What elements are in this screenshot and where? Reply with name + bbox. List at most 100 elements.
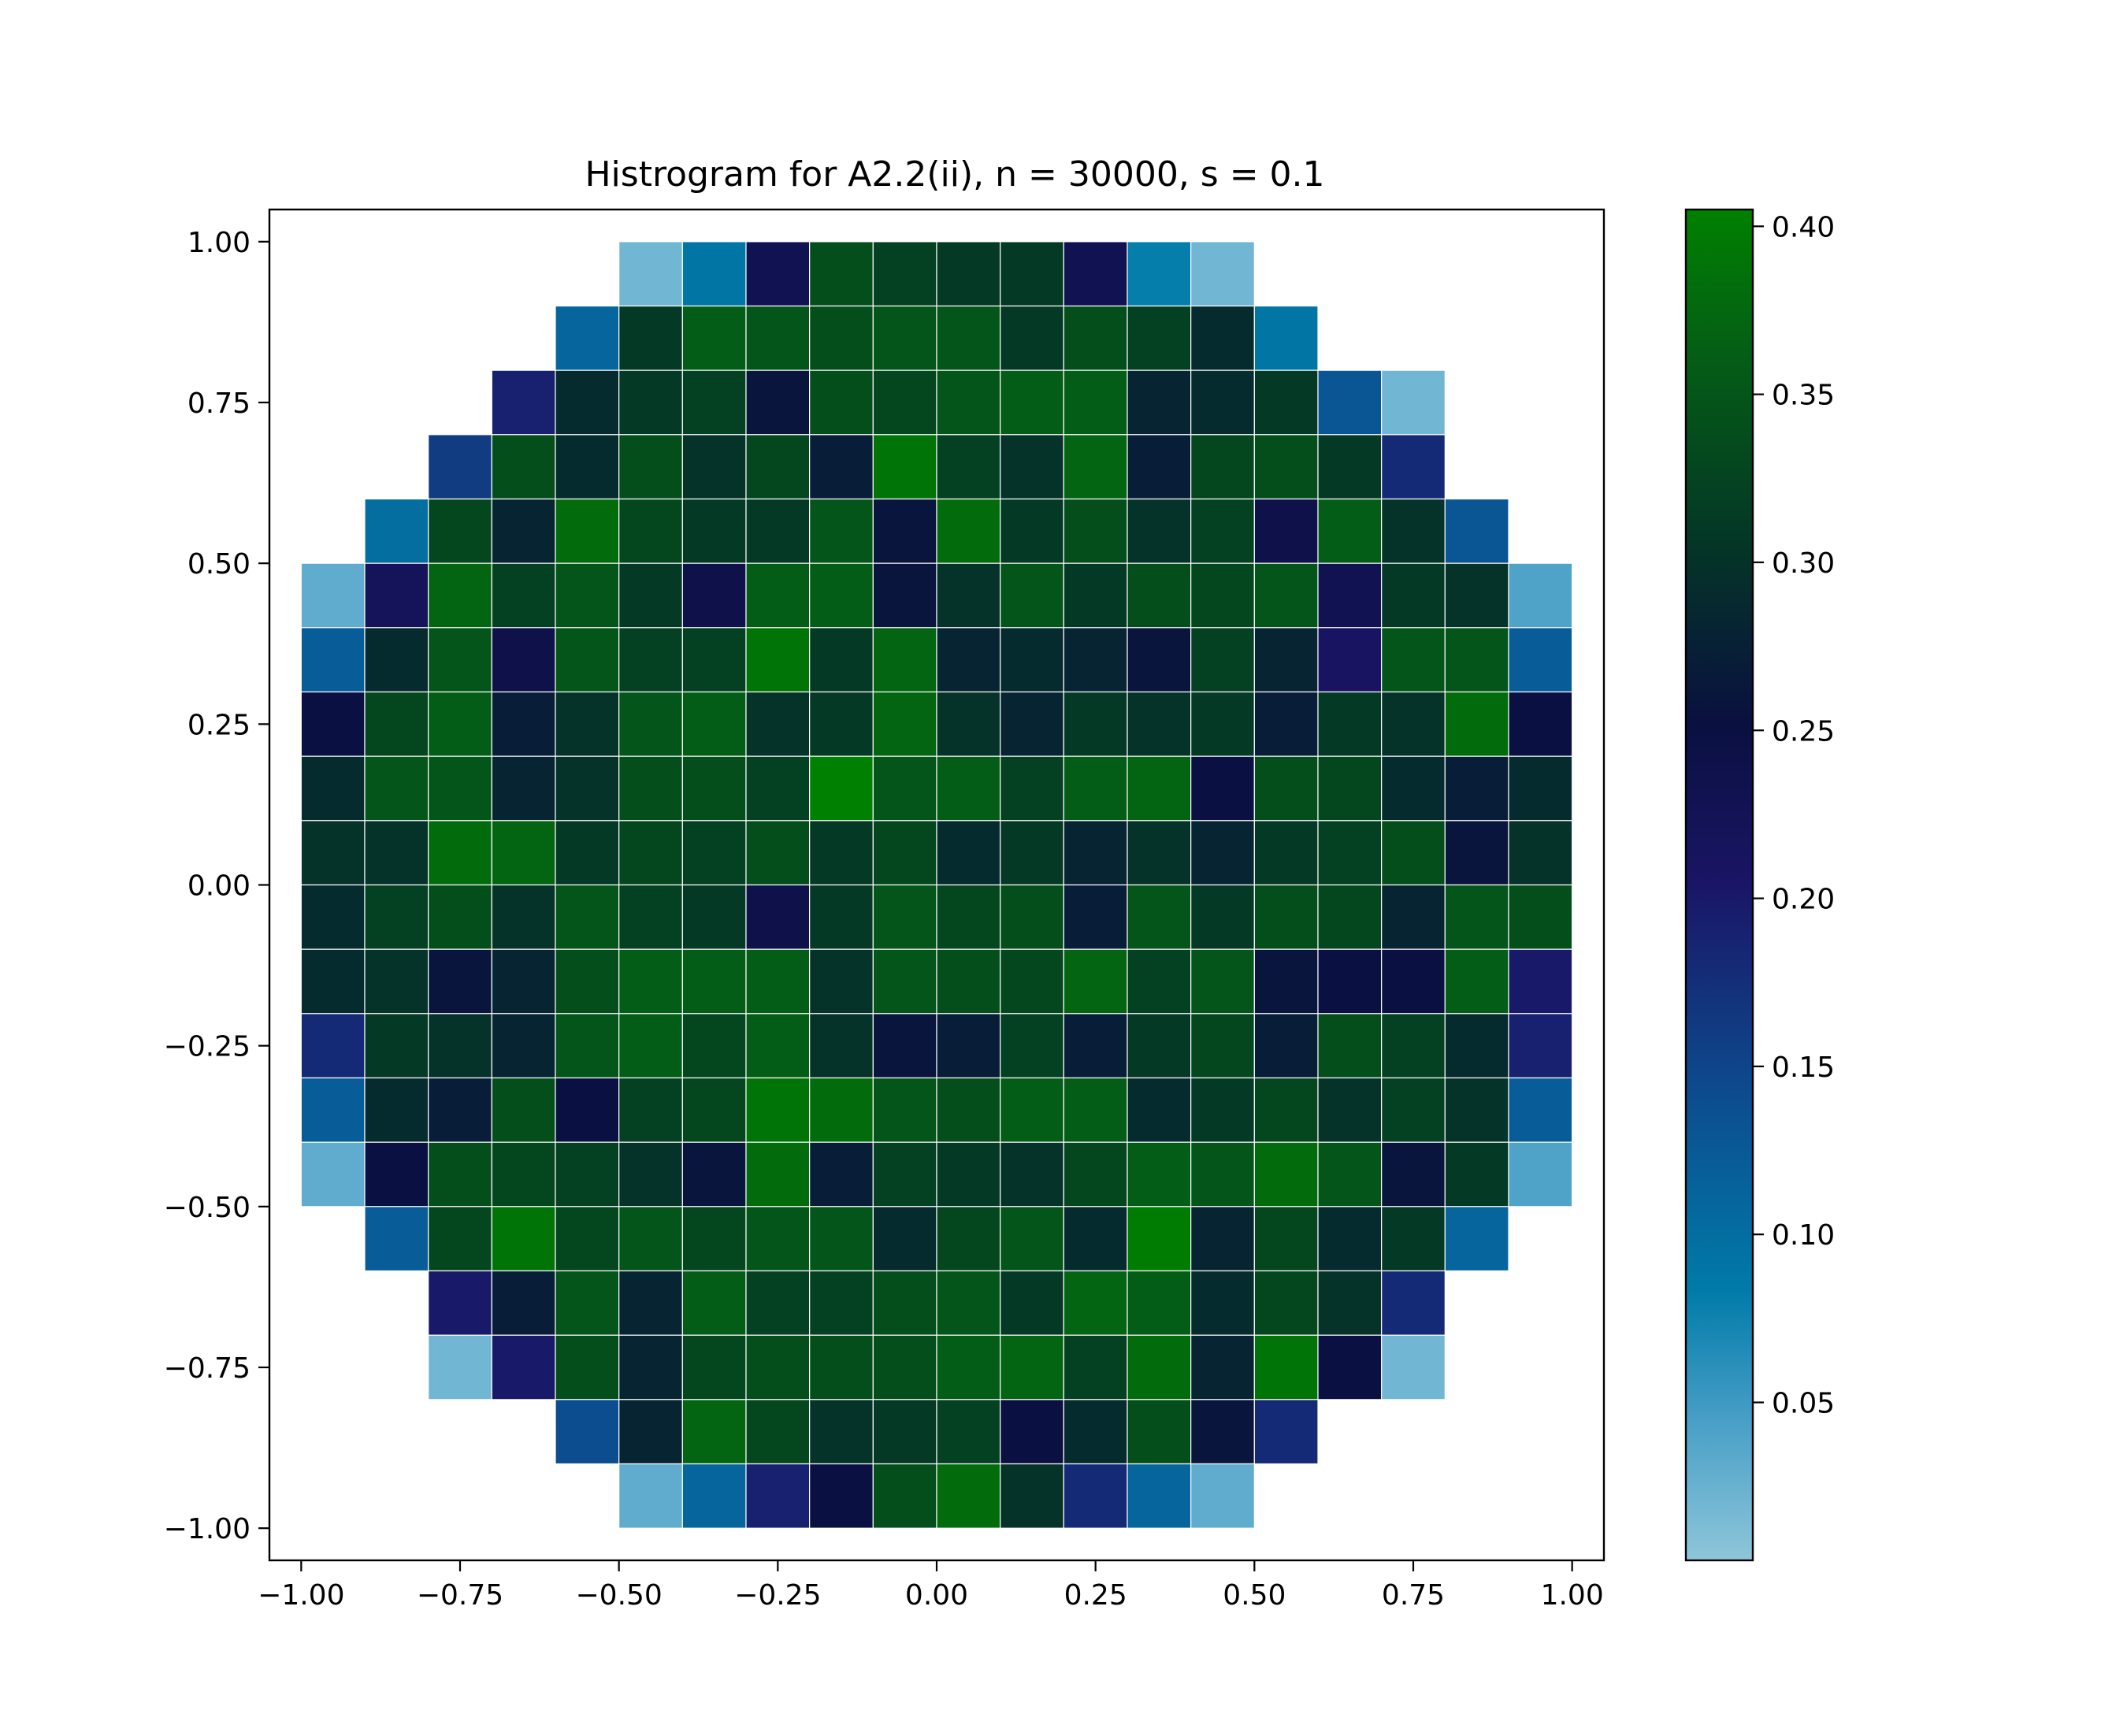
heatmap-cell — [618, 1270, 683, 1336]
heatmap-cell — [936, 1334, 1001, 1400]
heatmap-cell — [1444, 884, 1509, 950]
heatmap-cell — [1317, 948, 1383, 1015]
heatmap-cell — [491, 1013, 556, 1079]
heatmap-cell — [1381, 820, 1446, 886]
heatmap-cell — [364, 691, 429, 757]
heatmap-cell — [1317, 884, 1383, 950]
heatmap-cell — [300, 627, 366, 693]
heatmap-cell — [1253, 1399, 1319, 1465]
y-tick-label: 0.00 — [187, 870, 251, 903]
heatmap-cell — [1253, 1334, 1319, 1400]
x-tick-label: −1.00 — [258, 1579, 344, 1612]
heatmap-cell — [936, 755, 1001, 822]
heatmap-cell — [1253, 305, 1319, 371]
heatmap-cell — [618, 1141, 683, 1207]
heatmap-cell — [809, 948, 874, 1015]
heatmap-cell — [745, 820, 811, 886]
heatmap-cell — [1253, 434, 1319, 500]
heatmap-cell — [555, 1334, 620, 1400]
heatmap-cell — [809, 1270, 874, 1336]
heatmap-cell — [1381, 691, 1446, 757]
heatmap-cell — [1190, 1463, 1255, 1529]
colorbar-tick-label: 0.40 — [1772, 211, 1835, 243]
heatmap-cell — [1063, 691, 1128, 757]
heatmap-cell — [681, 498, 747, 564]
heatmap-cell — [681, 1399, 747, 1465]
heatmap-cell — [681, 948, 747, 1015]
heatmap-cell — [809, 627, 874, 693]
heatmap-cell — [1000, 1334, 1064, 1400]
heatmap-cell — [872, 305, 937, 371]
heatmap-cell — [1000, 884, 1064, 950]
heatmap-cell — [936, 562, 1001, 629]
heatmap-cell — [1127, 434, 1192, 500]
heatmap-cell — [809, 1463, 874, 1529]
heatmap-cell — [681, 305, 747, 371]
heatmap-cell — [1317, 498, 1383, 564]
heatmap-cell — [1317, 1141, 1383, 1207]
heatmap-cell — [681, 1270, 747, 1336]
heatmap-cell — [1000, 498, 1064, 564]
x-tick-label: 0.00 — [905, 1579, 968, 1612]
heatmap-cell — [1317, 1077, 1383, 1143]
heatmap-cell — [1000, 562, 1064, 629]
heatmap-cell — [681, 1206, 747, 1272]
y-tick-label: −1.00 — [164, 1513, 251, 1545]
heatmap-cell — [555, 434, 620, 500]
heatmap-cell — [1127, 627, 1192, 693]
heatmap-cell — [936, 948, 1001, 1015]
heatmap-cell — [745, 1270, 811, 1336]
heatmap-cell — [1063, 755, 1128, 822]
heatmap-cell — [1190, 305, 1255, 371]
heatmap-cell — [745, 1141, 811, 1207]
heatmap-cell — [1190, 369, 1255, 436]
heatmap-cell — [491, 820, 556, 886]
heatmap-cell — [428, 498, 492, 564]
heatmap-cell — [491, 1270, 556, 1336]
heatmap-cell — [1063, 305, 1128, 371]
heatmap-cell — [681, 241, 747, 307]
heatmap-cell — [872, 1013, 937, 1079]
heatmap-cell — [1253, 1141, 1319, 1207]
heatmap-cell — [618, 820, 683, 886]
heatmap-cell — [300, 755, 366, 822]
heatmap-cell — [618, 627, 683, 693]
heatmap-cell — [555, 498, 620, 564]
heatmap-cell — [936, 1399, 1001, 1465]
heatmap-cell — [1444, 498, 1509, 564]
heatmap-cell — [1508, 948, 1573, 1015]
heatmap-cell — [1000, 948, 1064, 1015]
heatmap-cell — [1127, 498, 1192, 564]
heatmap-cell — [1317, 1206, 1383, 1272]
heatmap-cell — [1381, 1334, 1446, 1400]
heatmap-cell — [1381, 755, 1446, 822]
heatmap-cell — [745, 1334, 811, 1400]
heatmap-cell — [809, 305, 874, 371]
heatmap-cell — [872, 434, 937, 500]
heatmap-cell — [1444, 691, 1509, 757]
heatmap-cell — [1063, 1399, 1128, 1465]
heatmap-cell — [1317, 1334, 1383, 1400]
heatmap-cell — [1190, 1141, 1255, 1207]
heatmap-cell — [1127, 1013, 1192, 1079]
heatmap-cell — [1063, 1270, 1128, 1336]
heatmap-cell — [872, 498, 937, 564]
heatmap-cell — [428, 1270, 492, 1336]
heatmap-cell — [936, 369, 1001, 436]
heatmap-cell — [809, 1013, 874, 1079]
colorbar-tick-label: 0.35 — [1772, 380, 1835, 412]
y-tick-label: 0.50 — [187, 548, 251, 581]
heatmap-cell — [809, 241, 874, 307]
heatmap-cell — [1253, 369, 1319, 436]
heatmap-cell — [1444, 1141, 1509, 1207]
heatmap-cell — [1063, 1463, 1128, 1529]
heatmap-cell — [681, 434, 747, 500]
heatmap-cell — [428, 562, 492, 629]
heatmap-cell — [1000, 755, 1064, 822]
heatmap-cell — [1381, 884, 1446, 950]
heatmap-cell — [1000, 369, 1064, 436]
heatmap-cell — [428, 948, 492, 1015]
heatmap-cell — [1190, 948, 1255, 1015]
heatmap-cell — [1000, 305, 1064, 371]
